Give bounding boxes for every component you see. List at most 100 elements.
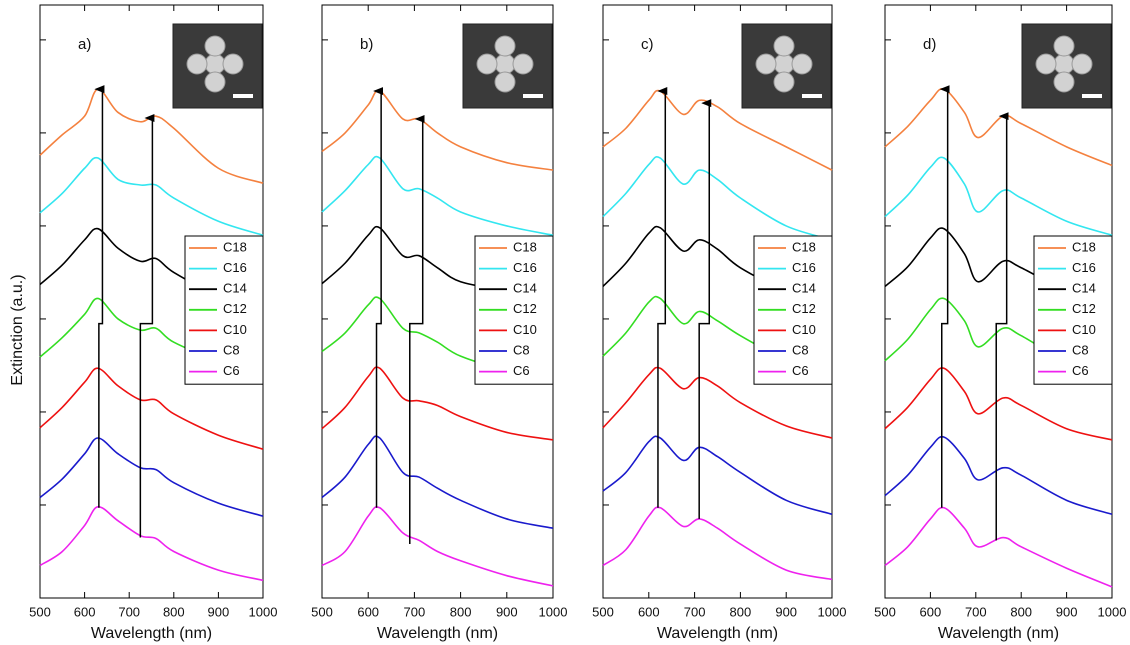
x-axis-label: Wavelength (nm) bbox=[938, 625, 1059, 642]
spectrum-line bbox=[602, 506, 833, 581]
nanoparticle bbox=[1053, 35, 1075, 57]
legend-label: C16 bbox=[792, 260, 816, 275]
x-tick-label: 900 bbox=[208, 604, 230, 619]
legend-label: C6 bbox=[1072, 363, 1089, 378]
x-tick-label: 500 bbox=[874, 604, 896, 619]
x-tick-label: 600 bbox=[638, 604, 660, 619]
peak-guide bbox=[139, 114, 155, 538]
x-tick-label: 900 bbox=[775, 604, 797, 619]
spectrum-line bbox=[884, 435, 1113, 516]
nanoparticle bbox=[791, 53, 813, 75]
nanoparticle bbox=[773, 53, 795, 75]
x-tick-label: 600 bbox=[74, 604, 96, 619]
panel: 500 600 700 800 900 1000 a) Wavelength (nm) C18 C… bbox=[29, 4, 278, 642]
x-tick-label: 700 bbox=[684, 604, 706, 619]
legend-label: C16 bbox=[1072, 260, 1096, 275]
x-tick-label: 1000 bbox=[818, 604, 847, 619]
legend-label: C14 bbox=[513, 281, 537, 296]
nanoparticle bbox=[204, 35, 226, 57]
legend-label: C18 bbox=[792, 239, 816, 254]
peak-guide bbox=[698, 99, 712, 519]
x-tick-label: 800 bbox=[163, 604, 185, 619]
x-tick-label: 500 bbox=[311, 604, 333, 619]
peak-guide bbox=[657, 87, 668, 508]
legend-label: C6 bbox=[792, 363, 809, 378]
nanoparticle bbox=[755, 53, 777, 75]
spectrum-line bbox=[602, 156, 833, 241]
peak-guide bbox=[409, 114, 425, 545]
legend-label: C10 bbox=[1072, 322, 1096, 337]
nanoparticle bbox=[494, 53, 516, 75]
peak-guide bbox=[995, 112, 1009, 541]
spectrum-line bbox=[602, 366, 833, 439]
spectrum-line bbox=[39, 88, 264, 184]
panel-label: a) bbox=[78, 36, 91, 53]
scale-bar bbox=[523, 94, 543, 98]
legend-label: C16 bbox=[513, 260, 537, 275]
spectrum-line bbox=[39, 506, 264, 582]
nanoparticle bbox=[773, 71, 795, 93]
spectrum-line bbox=[321, 506, 554, 587]
legend-label: C12 bbox=[1072, 301, 1096, 316]
legend-label: C18 bbox=[223, 239, 247, 254]
legend-label: C8 bbox=[792, 342, 809, 357]
x-tick-label: 600 bbox=[357, 604, 379, 619]
peak-guide bbox=[939, 85, 950, 508]
panel: 500 600 700 800 900 1000 c) Wavelength (nm) C18 C… bbox=[592, 4, 847, 642]
spectrum-line bbox=[884, 88, 1113, 167]
legend-label: C12 bbox=[223, 301, 247, 316]
spectrum-line bbox=[602, 435, 833, 516]
legend-label: C8 bbox=[513, 342, 530, 357]
nanoparticle bbox=[476, 53, 498, 75]
scale-bar bbox=[1082, 94, 1102, 98]
panel: 500 600 700 800 900 1000 d) Wavelength (nm) C18 C… bbox=[874, 4, 1126, 642]
legend-label: C6 bbox=[513, 363, 530, 378]
spectrum-line bbox=[321, 155, 554, 237]
nanoparticle bbox=[186, 53, 208, 75]
legend-label: C16 bbox=[223, 260, 247, 275]
legend-label: C12 bbox=[792, 301, 816, 316]
legend-label: C6 bbox=[223, 363, 240, 378]
panel-label: d) bbox=[923, 36, 936, 53]
nanoparticle bbox=[1053, 53, 1075, 75]
legend-label: C14 bbox=[792, 281, 816, 296]
x-tick-label: 700 bbox=[404, 604, 426, 619]
nanoparticle bbox=[204, 53, 226, 75]
spectrum-line bbox=[321, 366, 554, 441]
nanoparticle bbox=[222, 53, 244, 75]
legend-label: C10 bbox=[792, 322, 816, 337]
peak-guide bbox=[94, 85, 105, 508]
spectrum-line bbox=[39, 156, 264, 236]
x-tick-label: 500 bbox=[29, 604, 51, 619]
scale-bar bbox=[233, 94, 253, 98]
nanoparticle bbox=[1071, 53, 1093, 75]
legend-label: C18 bbox=[513, 239, 537, 254]
y-axis-label: Extinction (a.u.) bbox=[9, 274, 26, 385]
legend-label: C10 bbox=[513, 322, 537, 337]
x-tick-label: 800 bbox=[1010, 604, 1032, 619]
legend-label: C14 bbox=[223, 281, 247, 296]
legend-label: C8 bbox=[223, 342, 240, 357]
x-axis-label: Wavelength (nm) bbox=[657, 625, 778, 642]
x-axis-label: Wavelength (nm) bbox=[377, 625, 498, 642]
legend-label: C18 bbox=[1072, 239, 1096, 254]
x-tick-label: 500 bbox=[592, 604, 614, 619]
x-tick-label: 600 bbox=[920, 604, 942, 619]
x-tick-label: 900 bbox=[1056, 604, 1078, 619]
panel: 500 600 700 800 900 1000 b) Wavelength (nm) C18 C… bbox=[311, 4, 567, 642]
panel-label: b) bbox=[360, 36, 373, 53]
nanoparticle bbox=[204, 71, 226, 93]
nanoparticle bbox=[1053, 71, 1075, 93]
x-tick-label: 800 bbox=[450, 604, 472, 619]
spectrum-line bbox=[39, 437, 264, 517]
spectrum-line bbox=[321, 89, 554, 171]
legend-label: C10 bbox=[223, 322, 247, 337]
nanoparticle bbox=[1035, 53, 1057, 75]
legend-label: C12 bbox=[513, 301, 537, 316]
spectrum-line bbox=[321, 435, 554, 530]
x-tick-label: 1000 bbox=[249, 604, 278, 619]
nanoparticle bbox=[494, 71, 516, 93]
legend-label: C14 bbox=[1072, 281, 1096, 296]
nanoparticle bbox=[494, 35, 516, 57]
